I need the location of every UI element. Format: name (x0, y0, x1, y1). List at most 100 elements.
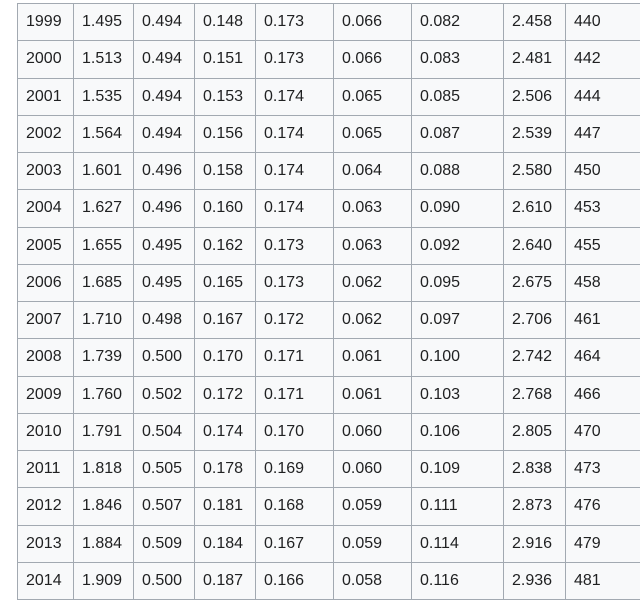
value-cell: 0.498 (133, 300, 195, 340)
value-cell: 0.158 (194, 151, 256, 191)
value-cell: 0.106 (411, 412, 504, 452)
value-cell: 0.082 (411, 2, 504, 42)
value-cell: 0.174 (255, 151, 334, 191)
value-cell: 0.062 (333, 263, 412, 303)
value-cell: 0.500 (133, 338, 195, 377)
value-cell: 1.739 (73, 338, 134, 377)
value-cell: 1.760 (73, 375, 134, 414)
year-cell: 2009 (17, 375, 74, 414)
value-cell: 0.184 (194, 524, 256, 563)
value-cell: 0.100 (411, 338, 504, 377)
value-cell: 1.846 (73, 487, 134, 526)
value-cell: 0.059 (333, 524, 412, 563)
value-cell: 0.058 (333, 561, 412, 601)
value-cell: 0.496 (133, 189, 195, 228)
value-cell: 0.496 (133, 151, 195, 191)
year-cell: 2002 (17, 114, 74, 154)
value-cell: 0.187 (194, 561, 256, 601)
value-cell: 0.087 (411, 114, 504, 154)
year-cell: 2013 (17, 524, 74, 563)
value-cell: 2.742 (503, 338, 566, 377)
year-cell: 2011 (17, 449, 74, 489)
value-cell: 0.085 (411, 77, 504, 116)
value-cell: 0.114 (411, 524, 504, 563)
data-table: 1999 1.495 0.494 0.148 0.173 0.066 0.082 2.458 4… (17, 2, 640, 601)
value-cell: 0.495 (133, 263, 195, 303)
value-cell: 0.171 (255, 338, 334, 377)
value-cell: 458 (565, 263, 640, 303)
value-cell: 0.065 (333, 114, 412, 154)
value-cell: 0.166 (255, 561, 334, 601)
value-cell: 2.481 (503, 40, 566, 79)
year-cell: 2007 (17, 300, 74, 340)
value-cell: 2.768 (503, 375, 566, 414)
value-cell: 473 (565, 449, 640, 489)
table-row: 2001 1.535 0.494 0.153 0.174 0.065 0.085 2.506 4… (17, 77, 640, 116)
value-cell: 0.173 (255, 263, 334, 303)
value-cell: 0.507 (133, 487, 195, 526)
value-cell: 0.090 (411, 189, 504, 228)
value-cell: 461 (565, 300, 640, 340)
value-cell: 447 (565, 114, 640, 154)
value-cell: 1.601 (73, 151, 134, 191)
value-cell: 0.174 (255, 189, 334, 228)
value-cell: 2.805 (503, 412, 566, 452)
value-cell: 0.095 (411, 263, 504, 303)
value-cell: 455 (565, 226, 640, 265)
value-cell: 0.494 (133, 114, 195, 154)
table-row: 2004 1.627 0.496 0.160 0.174 0.063 0.090 2.610 4… (17, 189, 640, 228)
year-cell: 1999 (17, 2, 74, 42)
value-cell: 2.706 (503, 300, 566, 340)
value-cell: 1.909 (73, 561, 134, 601)
value-cell: 0.178 (194, 449, 256, 489)
value-cell: 0.172 (194, 375, 256, 414)
value-cell: 0.097 (411, 300, 504, 340)
value-cell: 1.655 (73, 226, 134, 265)
value-cell: 2.580 (503, 151, 566, 191)
year-cell: 2008 (17, 338, 74, 377)
value-cell: 0.174 (255, 77, 334, 116)
value-cell: 0.153 (194, 77, 256, 116)
value-cell: 1.513 (73, 40, 134, 79)
value-cell: 0.165 (194, 263, 256, 303)
value-cell: 1.710 (73, 300, 134, 340)
value-cell: 1.564 (73, 114, 134, 154)
year-cell: 2010 (17, 412, 74, 452)
value-cell: 0.065 (333, 77, 412, 116)
year-cell: 2005 (17, 226, 74, 265)
value-cell: 0.061 (333, 375, 412, 414)
value-cell: 0.181 (194, 487, 256, 526)
value-cell: 464 (565, 338, 640, 377)
value-cell: 442 (565, 40, 640, 79)
value-cell: 0.494 (133, 2, 195, 42)
value-cell: 2.610 (503, 189, 566, 228)
value-cell: 1.685 (73, 263, 134, 303)
value-cell: 1.818 (73, 449, 134, 489)
value-cell: 450 (565, 151, 640, 191)
year-cell: 2014 (17, 561, 74, 601)
value-cell: 0.109 (411, 449, 504, 489)
table-row: 2005 1.655 0.495 0.162 0.173 0.063 0.092 2.640 4… (17, 226, 640, 265)
value-cell: 0.116 (411, 561, 504, 601)
table-row: 2010 1.791 0.504 0.174 0.170 0.060 0.106 2.805 4… (17, 412, 640, 452)
value-cell: 0.063 (333, 226, 412, 265)
table-row: 2013 1.884 0.509 0.184 0.167 0.059 0.114 2.916 4… (17, 524, 640, 563)
value-cell: 2.640 (503, 226, 566, 265)
value-cell: 0.160 (194, 189, 256, 228)
value-cell: 0.505 (133, 449, 195, 489)
value-cell: 1.884 (73, 524, 134, 563)
year-cell: 2003 (17, 151, 74, 191)
value-cell: 0.088 (411, 151, 504, 191)
year-cell: 2001 (17, 77, 74, 116)
table-row: 2012 1.846 0.507 0.181 0.168 0.059 0.111 2.873 4… (17, 487, 640, 526)
value-cell: 479 (565, 524, 640, 563)
value-cell: 0.174 (255, 114, 334, 154)
value-cell: 0.059 (333, 487, 412, 526)
value-cell: 0.156 (194, 114, 256, 154)
value-cell: 2.936 (503, 561, 566, 601)
table-row: 2011 1.818 0.505 0.178 0.169 0.060 0.109 2.838 4… (17, 449, 640, 489)
table-row: 2014 1.909 0.500 0.187 0.166 0.058 0.116 2.936 4… (17, 561, 640, 601)
value-cell: 2.838 (503, 449, 566, 489)
value-cell: 0.172 (255, 300, 334, 340)
